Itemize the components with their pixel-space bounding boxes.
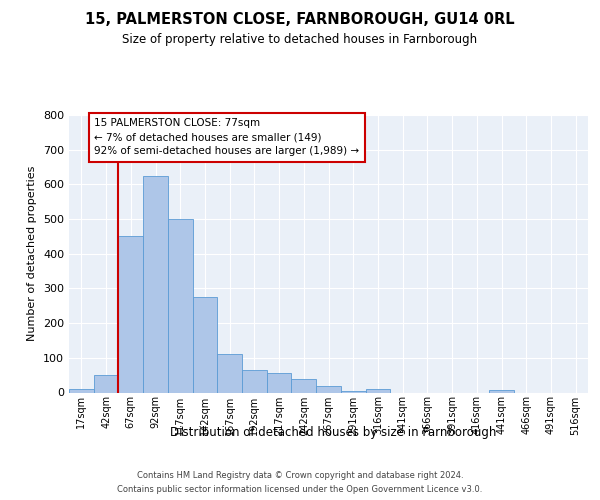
Text: Distribution of detached houses by size in Farnborough: Distribution of detached houses by size … (170, 426, 496, 439)
Text: Contains HM Land Registry data © Crown copyright and database right 2024.: Contains HM Land Registry data © Crown c… (137, 472, 463, 480)
Text: 15, PALMERSTON CLOSE, FARNBOROUGH, GU14 0RL: 15, PALMERSTON CLOSE, FARNBOROUGH, GU14 … (85, 12, 515, 28)
Bar (316, 386, 341, 392)
Bar (168, 219, 193, 392)
Text: Size of property relative to detached houses in Farnborough: Size of property relative to detached ho… (122, 34, 478, 46)
Bar (292, 378, 316, 392)
Y-axis label: Number of detached properties: Number of detached properties (28, 166, 37, 342)
Text: 15 PALMERSTON CLOSE: 77sqm
← 7% of detached houses are smaller (149)
92% of semi: 15 PALMERSTON CLOSE: 77sqm ← 7% of detac… (94, 118, 359, 156)
Bar (69, 389, 94, 392)
Bar (365, 389, 390, 392)
Bar (193, 297, 217, 392)
Bar (242, 370, 267, 392)
Bar (217, 354, 242, 393)
Bar (94, 375, 118, 392)
Text: Contains public sector information licensed under the Open Government Licence v3: Contains public sector information licen… (118, 484, 482, 494)
Bar (489, 390, 514, 392)
Bar (143, 176, 168, 392)
Bar (118, 236, 143, 392)
Bar (341, 391, 365, 392)
Bar (267, 374, 292, 392)
